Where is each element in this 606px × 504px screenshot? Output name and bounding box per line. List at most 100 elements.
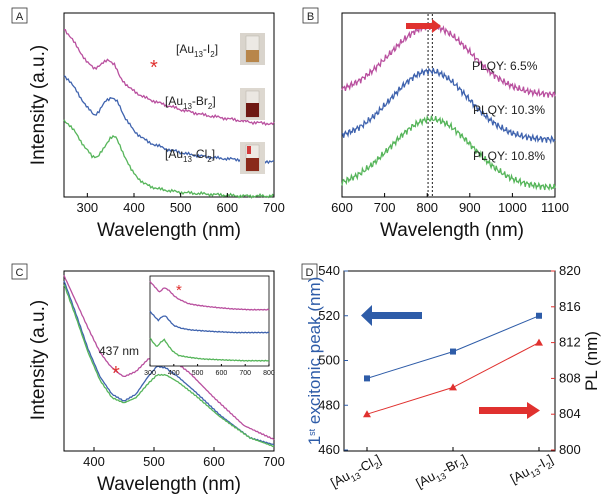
panel-b-x-tick-label: 800	[416, 200, 438, 215]
vial-photo-br2	[240, 88, 265, 120]
panel-c-x-tick-label: 700	[263, 454, 285, 469]
panel-a-x-ticks: 300 400 500 600 700	[76, 193, 285, 215]
panel-d-letter-box: D	[301, 263, 318, 280]
panel-b-x-tick-label: 900	[459, 200, 481, 215]
panel-b-x-tick-label: 600	[331, 200, 353, 215]
panel-b-series-line	[341, 114, 556, 192]
panel-d-triangle-marker	[449, 383, 457, 391]
panel-a-letter: A	[16, 11, 24, 23]
panel-c-x-tick-label: 500	[143, 454, 165, 469]
panel-d-left-tick-label: 480	[318, 397, 340, 412]
panel-c-inset-series-line	[149, 280, 270, 311]
panel-d-triangle-marker	[363, 410, 371, 418]
panel-c-frame	[63, 270, 275, 452]
panel-c-inset-x-ticks: 300 400 500 600 700 800	[144, 364, 275, 377]
panel-c-inset-x-tick-label: 400	[168, 370, 180, 377]
panel-a-x-tick-label: 300	[76, 200, 98, 215]
vial-photo-i2	[240, 33, 265, 65]
panel-c-letter: C	[16, 267, 24, 279]
panel-c-annotation-437nm: 437 nm	[99, 344, 139, 358]
panel-a-y-axis-label: Intensity (a.u.)	[28, 45, 49, 165]
panel-d-square-marker	[536, 312, 542, 319]
panel-a-series-line	[63, 119, 275, 199]
panel-c-inset-x-tick-label: 500	[192, 370, 204, 377]
panel-a-letter-box: A	[11, 7, 28, 24]
panel-b-plqy-i2: PLQY: 6.5%	[472, 59, 538, 73]
panel-a-curves	[63, 29, 275, 199]
panel-a: A 300 400 500 600 700 Wavelength (nm) Intens…	[11, 7, 285, 241]
panel-b-plqy-cl2: PLQY: 10.8%	[473, 149, 545, 163]
panel-b-x-tick-label: 1100	[541, 200, 569, 215]
panel-c-letter-box: C	[11, 263, 28, 280]
panel-a-star-marker: *	[150, 57, 158, 79]
panel-c-inset-star-marker: *	[176, 282, 182, 299]
panel-d-left-tick-label: 500	[318, 353, 340, 368]
panel-a-frame	[63, 12, 275, 198]
panel-c-x-tick-label: 400	[83, 454, 105, 469]
panel-b-series-line	[341, 67, 556, 145]
panel-a-label-br2: [Au13-Br2]	[165, 94, 216, 111]
panel-d-square-marker	[364, 375, 370, 382]
panel-d-right-tick-label: 800	[559, 442, 581, 457]
panel-d-right-y-axis-label: PL (nm)	[582, 331, 601, 391]
panel-c-x-tick-label: 600	[203, 454, 225, 469]
panel-d-frame	[343, 270, 556, 452]
panel-d-right-y-ticks: 800 804 808 812 816 820	[551, 263, 581, 457]
panel-d-triangle-marker	[535, 338, 543, 346]
panel-c-y-axis-label: Intensity (a.u.)	[28, 300, 49, 420]
panel-b-red-arrow	[406, 19, 441, 33]
panel-d-red-arrow	[527, 402, 540, 419]
panel-b-x-axis-label: Wavelength (nm)	[380, 220, 524, 241]
panel-a-series-line	[63, 75, 275, 165]
panel-d: D 460 480 500 520 540 800 804 808 812 816 820 [Au…	[301, 263, 601, 493]
panel-c-star-marker: *	[112, 363, 120, 385]
panel-d-square-marker	[450, 348, 456, 355]
panel-d-left-tick-label: 540	[318, 263, 340, 278]
panel-d-left-tick-label: 460	[318, 442, 340, 457]
panel-a-label-cl2: [Au13-Cl2]	[165, 147, 215, 164]
panel-a-label-i2: [Au13-I2]	[176, 42, 218, 59]
panel-d-left-tick-label: 520	[318, 308, 340, 323]
panel-b-x-ticks: 600 700 800 900 1000 1100	[331, 193, 569, 215]
panel-d-right-tick-label: 816	[559, 299, 581, 314]
panel-a-x-tick-label: 700	[263, 200, 285, 215]
panel-b-series-line	[341, 21, 556, 98]
panel-c-inset-series-line	[149, 310, 270, 334]
panel-d-x-category-label: [Au13-Cl2]	[328, 451, 385, 493]
panel-d-right-tick-label: 812	[559, 335, 581, 350]
panel-b-x-tick-label: 1000	[498, 200, 527, 215]
panel-b-plqy-br2: PLQY: 10.3%	[473, 103, 545, 117]
vial-photo-cl2	[240, 142, 265, 174]
panel-d-right-tick-label: 804	[559, 406, 581, 421]
panel-c-inset-curves	[149, 280, 270, 362]
panel-d-blue-arrow-shaft	[372, 312, 422, 319]
panel-a-x-axis-label: Wavelength (nm)	[97, 220, 241, 241]
panel-d-letter: D	[306, 267, 314, 279]
panel-d-series-line	[366, 315, 540, 379]
panel-b-peak-lines	[427, 14, 433, 196]
panel-b-frame	[341, 12, 556, 198]
panel-c-x-ticks: 400 500 600 700	[83, 447, 285, 469]
panel-c-x-axis-label: Wavelength (nm)	[97, 474, 241, 495]
panel-b-curves	[341, 21, 556, 192]
panel-a-x-tick-label: 600	[216, 200, 238, 215]
panel-b-letter-box: B	[302, 7, 319, 24]
panel-b-letter: B	[307, 11, 314, 23]
panel-d-x-ticks: [Au13-Cl2] [Au13-Br2] [Au13-I2]	[328, 447, 557, 493]
panel-d-x-category-label: [Au13-Br2]	[413, 451, 470, 493]
panel-d-right-tick-label: 808	[559, 370, 581, 385]
panel-d-left-y-axis-label: 1st excitonic peak (nm)	[305, 277, 324, 446]
panel-a-series-line	[63, 29, 275, 126]
panel-c-series-line	[63, 284, 275, 448]
panel-c: C 400 500 600 700 Wavelength (nm) Intensity…	[11, 263, 285, 495]
panel-c-inset-x-tick-label: 800	[263, 370, 275, 377]
panel-d-x-category-label: [Au13-I2]	[508, 451, 557, 489]
panel-c-inset-x-tick-label: 600	[216, 370, 228, 377]
panel-c-inset-series-line	[149, 337, 270, 362]
panel-c-inset-x-tick-label: 700	[239, 370, 251, 377]
panel-b-x-tick-label: 700	[374, 200, 396, 215]
panel-b: B 600 700 800 900 1000 1100 Wavelength (nm) P…	[302, 7, 569, 241]
panel-d-red-arrow-shaft	[479, 407, 529, 414]
panel-c-inset-x-tick-label: 300	[144, 370, 156, 377]
